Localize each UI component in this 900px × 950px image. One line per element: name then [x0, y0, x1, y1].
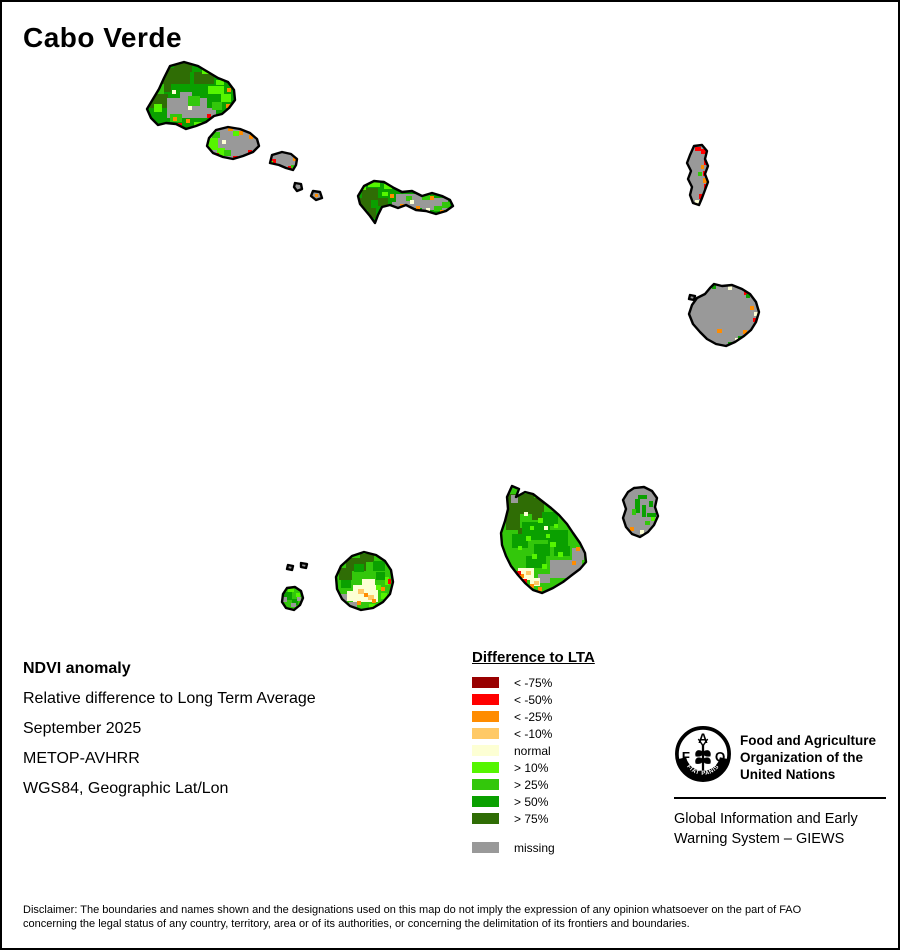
info-line: WGS84, Geographic Lat/Lon	[23, 780, 229, 797]
island-sao-nicolau	[356, 179, 455, 225]
info-line: September 2025	[23, 720, 142, 737]
info-line: Relative difference to Long Term Average	[23, 690, 316, 707]
legend-swatch	[472, 813, 499, 824]
legend-label: > 75%	[514, 811, 549, 826]
fao-org-name: Food and Agriculture Organization of the…	[740, 733, 876, 782]
island-boa-vista	[687, 282, 761, 348]
fao-block: A F O FIAT PANIS Food and Agr	[674, 725, 888, 849]
disclaimer: Disclaimer: The boundaries and names sho…	[23, 903, 889, 931]
info-line: METOP-AVHRR	[23, 750, 140, 767]
island-santo-antao	[145, 60, 237, 131]
island-sao-vicente	[205, 125, 261, 161]
legend-label: > 10%	[514, 760, 549, 775]
info-heading: NDVI anomaly	[23, 660, 131, 677]
svg-text:F: F	[682, 749, 690, 764]
disclaimer-line: concerning the legal status of any count…	[23, 918, 690, 930]
legend-swatch	[472, 779, 499, 790]
legend-swatch	[472, 796, 499, 807]
legend-swatch	[472, 842, 499, 853]
legend-label: < -50%	[514, 692, 553, 707]
giews-caption: Global Information and Early Warning Sys…	[674, 811, 858, 847]
legend-swatch	[472, 728, 499, 739]
fao-divider	[674, 797, 886, 799]
page-title: Cabo Verde	[23, 22, 183, 53]
island-brava	[280, 585, 305, 612]
svg-text:A: A	[698, 731, 708, 746]
legend-swatch	[472, 694, 499, 705]
legend-row: > 50%	[472, 793, 595, 810]
islet-raso	[309, 189, 324, 202]
legend-row: > 75%	[472, 810, 595, 827]
wheat-ear-icon	[695, 738, 711, 771]
legend-swatch	[472, 762, 499, 773]
legend-swatch	[472, 745, 499, 756]
islets-near-brava	[285, 561, 309, 572]
legend-row: > 25%	[472, 776, 595, 793]
legend-label: < -75%	[514, 675, 553, 690]
island-fogo	[334, 550, 395, 612]
legend-row: < -50%	[472, 691, 595, 708]
legend-label: missing	[514, 840, 555, 855]
disclaimer-line: Disclaimer: The boundaries and names sho…	[23, 904, 802, 916]
map-info: NDVI anomaly Relative difference to Long…	[23, 654, 316, 804]
island-sal	[685, 143, 710, 207]
islet-branco	[292, 181, 304, 193]
legend-row: normal	[472, 742, 595, 759]
legend-label: > 25%	[514, 777, 549, 792]
legend-swatch	[472, 711, 499, 722]
legend-title: Difference to LTA	[472, 649, 595, 666]
legend-row: < -10%	[472, 725, 595, 742]
legend-row: > 10%	[472, 759, 595, 776]
legend: Difference to LTA < -75% < -50% < -25% <…	[472, 649, 595, 856]
island-santiago	[499, 484, 588, 595]
legend-row-missing: missing	[472, 839, 595, 856]
legend-label: < -10%	[514, 726, 553, 741]
island-santa-luzia	[268, 150, 299, 172]
fao-logo-icon: A F O FIAT PANIS	[675, 726, 731, 782]
legend-row: < -25%	[472, 708, 595, 725]
island-maio	[621, 485, 660, 539]
legend-label: < -25%	[514, 709, 553, 724]
legend-row: < -75%	[472, 674, 595, 691]
legend-swatch	[472, 677, 499, 688]
svg-text:O: O	[715, 749, 725, 764]
legend-label: normal	[514, 743, 551, 758]
legend-label: > 50%	[514, 794, 549, 809]
